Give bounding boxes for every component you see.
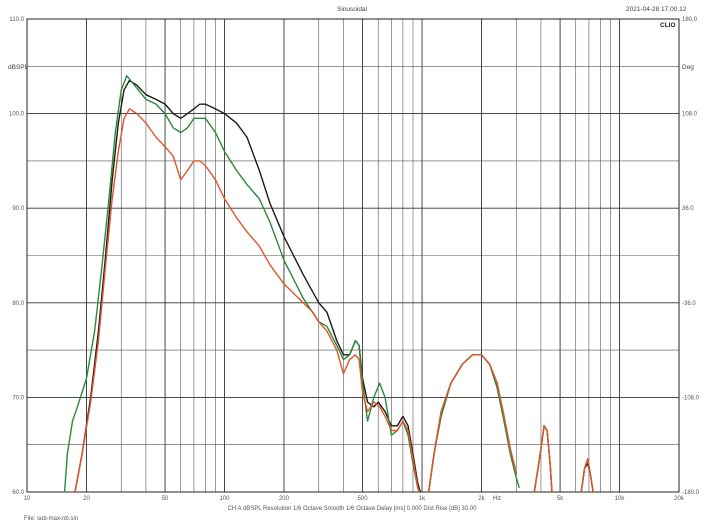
timestamp: 2021-04-28 17.00.12 [626,6,687,13]
y2-tick-label: 36.0 [682,206,694,212]
y-tick-label: 110.0 [9,17,24,23]
clio-logo: CLIO [660,22,676,29]
x-axis-unit: Hz [493,495,501,502]
y-tick-label: 100.0 [9,112,25,118]
series-group [63,75,594,493]
right-axis-unit: Deg [682,64,694,71]
y2-tick-label: -108.0 [682,395,700,401]
y2-tick-label: -36.0 [682,301,696,307]
x-tick-label: 20k [674,496,685,502]
y2-tick-label: 180.0 [682,17,698,23]
file-name: File: sub-max-nb.sin [24,516,78,522]
x-tick-label: 20 [83,496,90,502]
series-3-line [74,108,421,493]
x-tick-label: 500 [358,496,369,502]
x-tick-label: 1k [419,496,426,502]
x-tick-label: 10 [24,496,31,502]
x-tick-label: 100 [220,496,231,502]
y-tick-label: 80.0 [12,301,24,307]
y-tick-label: 70.0 [12,395,24,401]
tick-labels: 10 20 50 100 200 500 1k 2k 5k 10k 20k 60.0 70.0 80.0 9… [9,17,700,502]
x-tick-label: 50 [162,496,169,502]
y2-tick-label: -180.0 [682,490,700,496]
x-tick-label: 10k [615,496,626,502]
measurement-settings: CH A dBSPL Resolution 1/6 Octave Smooth … [228,506,478,512]
y-tick-label: 90.0 [12,206,24,212]
y-tick-label: 60.0 [12,490,24,496]
x-tick-label: 5k [557,496,564,502]
left-axis-unit: dBSPL [8,64,29,71]
chart-title: Sinusoidal [337,6,368,13]
x-tick-label: 200 [279,496,290,502]
y2-tick-label: 108.0 [682,112,698,118]
series-1-line [427,354,517,493]
plot-frame [26,18,680,493]
series-2-line [63,75,421,493]
series-3-line [533,425,553,493]
x-tick-label: 2k [478,496,485,502]
series-3-line [580,458,594,493]
series-3-line [427,354,517,493]
series-1-line [74,79,421,493]
